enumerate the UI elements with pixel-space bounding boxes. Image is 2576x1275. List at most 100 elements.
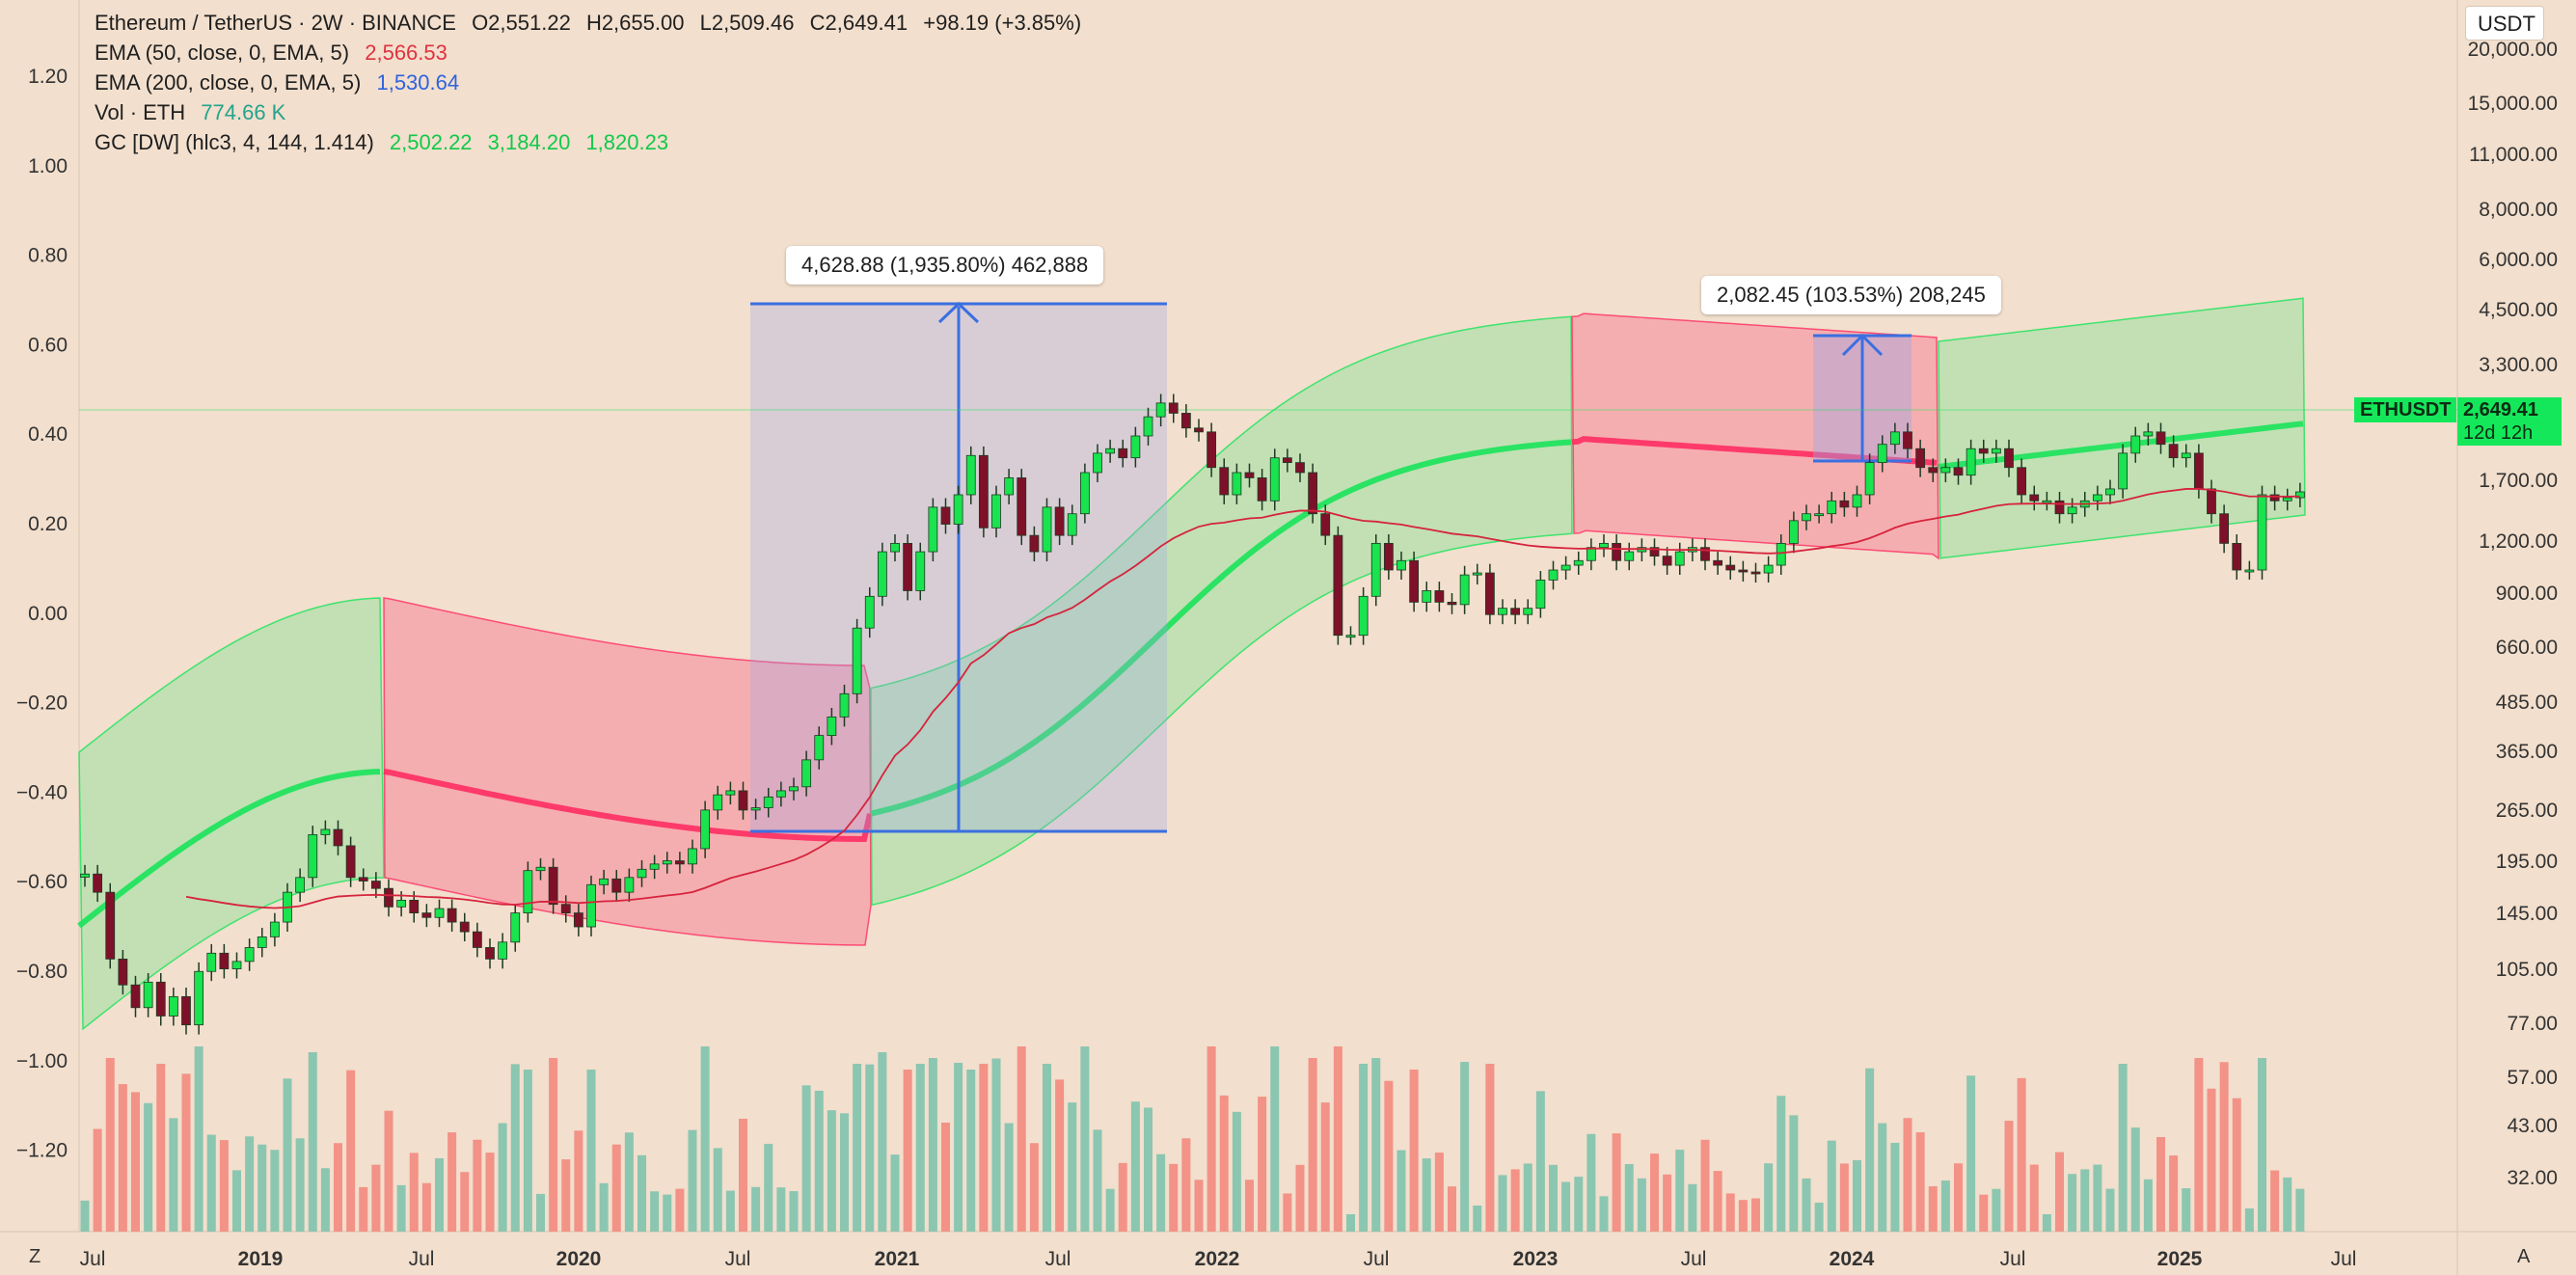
volume-bar bbox=[2194, 1058, 2204, 1232]
volume-bar bbox=[498, 1123, 507, 1232]
volume-bar bbox=[1219, 1095, 1229, 1232]
left-axis-tick: −0.40 bbox=[16, 781, 68, 803]
candle-up bbox=[1067, 513, 1077, 536]
legend-ema50-row[interactable]: EMA (50, close, 0, EMA, 5) 2,566.53 bbox=[95, 38, 1081, 68]
volume-bar bbox=[574, 1130, 583, 1232]
volume-bar bbox=[865, 1064, 875, 1232]
candle-up bbox=[510, 912, 521, 943]
candle-down bbox=[333, 828, 343, 847]
candle-down bbox=[1839, 500, 1850, 508]
volume-bar bbox=[2270, 1170, 2280, 1232]
candle-up bbox=[1802, 513, 1811, 522]
candle-up bbox=[1560, 564, 1571, 571]
auto-scale-toggle[interactable]: A bbox=[2517, 1246, 2531, 1267]
volume-bar bbox=[1624, 1163, 1634, 1232]
measure-arrowhead-2021 bbox=[937, 301, 980, 324]
volume-bar bbox=[510, 1064, 520, 1232]
volume-bar bbox=[1359, 1064, 1369, 1232]
legend-gc-row[interactable]: GC [DW] (hlc3, 4, 144, 1.414) 2,502.22 3… bbox=[95, 127, 1081, 157]
volume-bar bbox=[2029, 1164, 2039, 1232]
candle-down bbox=[181, 995, 191, 1026]
volume-bar bbox=[1751, 1198, 1760, 1232]
candle-down bbox=[447, 908, 457, 923]
volume-bar bbox=[1004, 1123, 1014, 1232]
right-axis-tick: 4,500.00 bbox=[2479, 299, 2558, 321]
right-axis-tick: 32.00 bbox=[2507, 1167, 2558, 1189]
volume-bar bbox=[586, 1070, 596, 1232]
volume-bar bbox=[384, 1110, 393, 1232]
volume-bar bbox=[1865, 1068, 1875, 1232]
legend-vol-row[interactable]: Vol · ETH 774.66 K bbox=[95, 97, 1081, 127]
volume-bar bbox=[1776, 1096, 1786, 1232]
volume-bar bbox=[2080, 1169, 2090, 1232]
left-axis-tick: 0.20 bbox=[28, 513, 68, 535]
volume-bar bbox=[1396, 1150, 1406, 1232]
volume-bar bbox=[853, 1064, 862, 1232]
volume-bar bbox=[2017, 1077, 2026, 1232]
time-axis-label: 2024 bbox=[1830, 1248, 1875, 1270]
volume-bar bbox=[1295, 1164, 1305, 1232]
candle-up bbox=[2244, 569, 2255, 573]
volume-bar bbox=[991, 1058, 1001, 1232]
legend-ema200-row[interactable]: EMA (200, close, 0, EMA, 5) 1,530.64 bbox=[95, 68, 1081, 97]
volume-bar bbox=[156, 1064, 166, 1232]
left-axis-tick: 0.00 bbox=[28, 603, 68, 625]
candle-down bbox=[118, 958, 128, 986]
volume-bar bbox=[2258, 1058, 2266, 1232]
left-axis-tick: 1.00 bbox=[28, 155, 68, 177]
candle-up bbox=[1004, 477, 1015, 496]
volume-bar bbox=[1928, 1186, 1938, 1232]
volume-bar bbox=[1814, 1203, 1824, 1232]
candle-up bbox=[535, 866, 546, 872]
candle-up bbox=[194, 970, 204, 1026]
candle-up bbox=[1358, 595, 1369, 637]
candle-down bbox=[978, 454, 989, 529]
candle-up bbox=[1966, 448, 1976, 476]
measure-label-2021[interactable]: 4,628.88 (1,935.80%) 462,888 bbox=[786, 246, 1104, 285]
volume-bar bbox=[1675, 1150, 1685, 1232]
volume-bar bbox=[283, 1078, 292, 1232]
volume-bar bbox=[725, 1190, 735, 1232]
candle-down bbox=[2219, 513, 2230, 544]
time-axis-label: 2019 bbox=[238, 1248, 284, 1270]
candle-up bbox=[864, 595, 875, 629]
time-axis-label: Jul bbox=[1681, 1248, 1707, 1270]
log-scale-toggle[interactable]: Z bbox=[29, 1246, 41, 1267]
candle-up bbox=[434, 908, 445, 918]
volume-bar bbox=[1549, 1164, 1558, 1232]
candle-up bbox=[700, 809, 711, 850]
candle-up bbox=[1674, 551, 1685, 566]
volume-bar bbox=[1853, 1159, 1861, 1232]
volume-bar bbox=[624, 1132, 634, 1232]
candle-up bbox=[1269, 457, 1280, 502]
volume-bar bbox=[1878, 1123, 1887, 1232]
candle-down bbox=[1308, 472, 1318, 515]
legend-symbol[interactable]: Ethereum / TetherUS · 2W · BINANCE bbox=[95, 11, 456, 35]
volume-bar bbox=[1105, 1188, 1115, 1232]
right-axis-tick: 365.00 bbox=[2496, 741, 2558, 763]
candle-up bbox=[877, 551, 887, 597]
candle-up bbox=[1814, 513, 1825, 517]
volume-bar bbox=[1915, 1132, 1925, 1232]
candle-down bbox=[1928, 467, 1939, 474]
candle-up bbox=[143, 981, 153, 1009]
candle-up bbox=[308, 834, 318, 879]
volume-bar bbox=[814, 1090, 824, 1232]
volume-bar bbox=[346, 1070, 356, 1232]
volume-bar bbox=[2156, 1136, 2165, 1232]
candle-down bbox=[1903, 431, 1912, 449]
volume-bar bbox=[2182, 1188, 2191, 1232]
volume-bar bbox=[2130, 1127, 2140, 1232]
candle-up bbox=[827, 716, 837, 737]
volume-bar bbox=[1599, 1196, 1609, 1232]
volume-bar bbox=[599, 1182, 609, 1232]
candle-up bbox=[1130, 435, 1141, 459]
currency-button[interactable]: USDT bbox=[2465, 6, 2544, 41]
candle-up bbox=[1498, 608, 1507, 615]
measure-label-2024[interactable]: 2,082.45 (103.53%) 208,245 bbox=[1701, 276, 2001, 314]
time-axis-label: Jul bbox=[1364, 1248, 1390, 1270]
volume-bar bbox=[1637, 1178, 1646, 1232]
volume-bar bbox=[1460, 1062, 1470, 1232]
volume-bar bbox=[1029, 1143, 1039, 1232]
